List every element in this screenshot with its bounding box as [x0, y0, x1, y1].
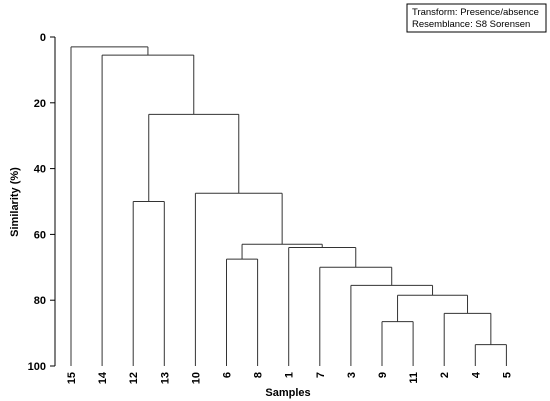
y-axis-title: Similarity (%) — [9, 167, 21, 237]
legend: Transform: Presence/absence Resemblance:… — [406, 3, 547, 33]
leaf-label: 14 — [97, 371, 109, 384]
leaf-label: 1 — [284, 372, 296, 378]
leaf-label: 5 — [501, 372, 513, 378]
y-tick-label: 20 — [34, 98, 46, 110]
leaf-label: 11 — [408, 372, 420, 384]
y-tick-label: 0 — [40, 32, 46, 44]
y-tick-label: 60 — [34, 229, 46, 241]
leaf-label: 13 — [159, 372, 171, 384]
legend-line-resemblance: Resemblance: S8 Sorensen — [412, 19, 530, 30]
leaf-label: 10 — [190, 372, 202, 384]
y-axis-ticks: 0 20 40 60 80 100 — [28, 32, 55, 373]
leaf-label: 3 — [346, 372, 358, 378]
leaf-label: 15 — [66, 372, 78, 384]
leaf-label: 8 — [253, 372, 265, 378]
x-axis-title: Samples — [265, 387, 310, 399]
y-tick-label: 80 — [34, 295, 46, 307]
leaf-label: 9 — [377, 372, 389, 378]
legend-line-transform: Transform: Presence/absence — [412, 7, 539, 18]
leaf-label: 6 — [222, 372, 234, 378]
y-tick-label: 40 — [34, 164, 46, 176]
y-axis: 0 20 40 60 80 100 Similarity (%) — [9, 32, 56, 373]
leaf-label: 7 — [315, 372, 327, 378]
leaf-labels: 15 14 12 13 10 6 8 1 7 3 9 11 2 4 5 — [66, 371, 513, 384]
dendrogram-branches — [70, 46, 507, 366]
y-tick-label: 100 — [28, 361, 46, 373]
leaf-label: 2 — [439, 372, 451, 378]
leaf-label: 12 — [128, 372, 140, 384]
leaf-label: 4 — [470, 371, 482, 378]
legend-box — [406, 3, 547, 33]
